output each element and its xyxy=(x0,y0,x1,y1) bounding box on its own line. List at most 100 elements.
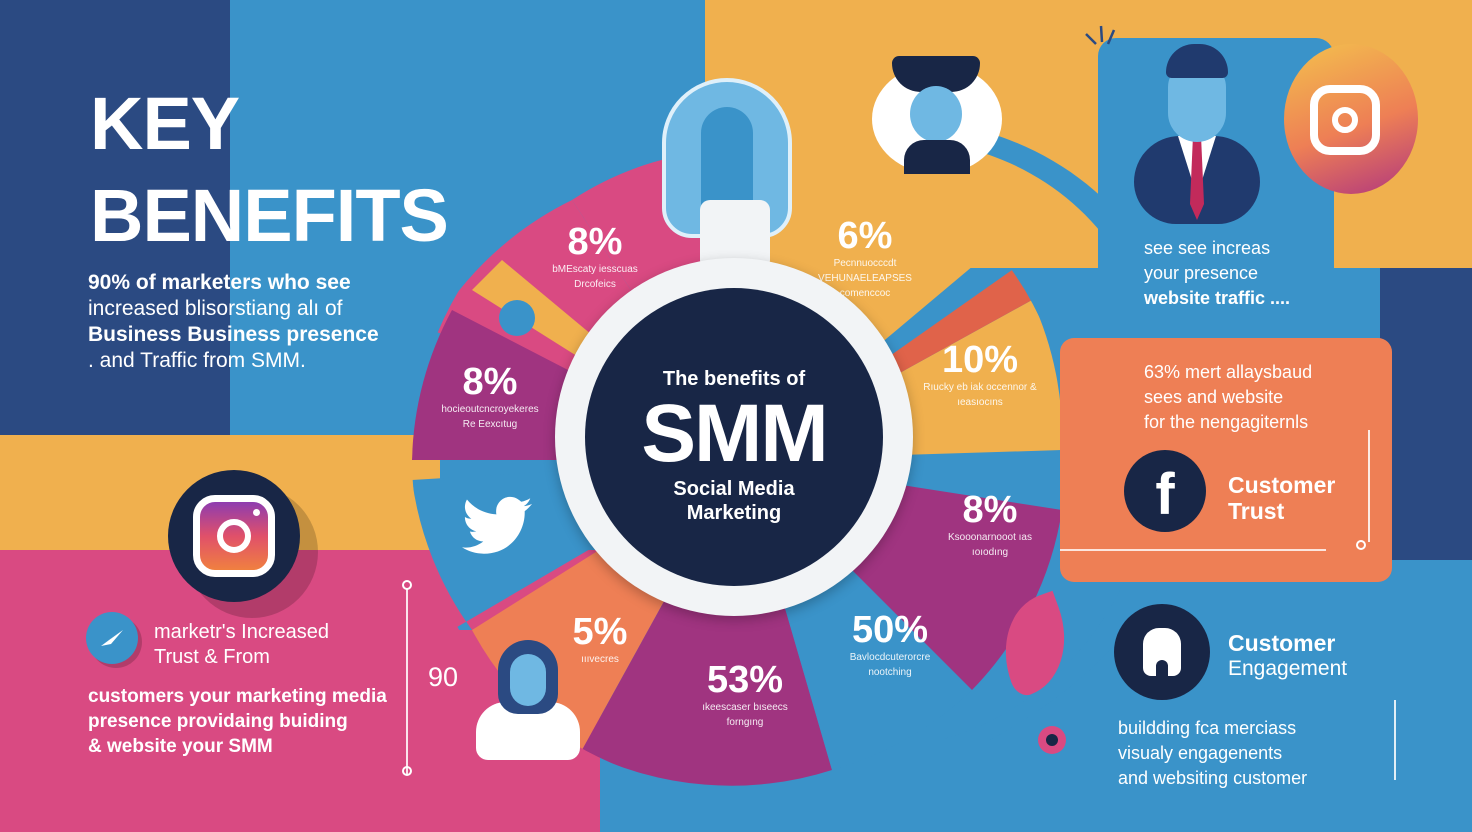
text-line: 63% mert allaysbaud xyxy=(1144,362,1313,382)
divider-line xyxy=(1394,700,1396,780)
center-sub-2: Marketing xyxy=(686,502,782,524)
avatar-man xyxy=(872,56,1002,174)
blue-swoosh xyxy=(900,120,1200,740)
segment-pct: 6% xyxy=(837,215,893,257)
text-line: visualy engagenents xyxy=(1118,743,1283,763)
segment-desc: Ksooonarnooot ıas xyxy=(948,532,1032,543)
instagram-glyph xyxy=(193,495,275,577)
segment-desc: comenccoc xyxy=(839,288,891,299)
intro-line-2: increased blisorstiang alı of xyxy=(88,297,343,320)
side-number: 90 xyxy=(428,662,459,692)
segment-pct: 50% xyxy=(851,609,929,651)
heading-line: Engagement xyxy=(1228,657,1348,680)
avatar-woman xyxy=(476,640,580,760)
center-sub-1: Social Media xyxy=(673,478,795,500)
facebook-glyph: f xyxy=(1155,461,1175,527)
text-line: and websiting customer xyxy=(1118,768,1308,788)
segment-label: 53% ıkeescaser bıseecs forngıng xyxy=(680,660,810,730)
telegram-icon xyxy=(86,612,138,664)
segment-pct: 10% xyxy=(941,339,1019,381)
text-line: marketr's Increased xyxy=(154,621,329,643)
engagement-heading: Customer Engagement xyxy=(1228,630,1347,682)
title-line-2: BENEFITS xyxy=(90,174,449,257)
bg-block-navy xyxy=(0,0,230,435)
trust-card-text: 63% mert allaysbaud sees and website for… xyxy=(1144,360,1312,435)
traffic-card-text: see see increas your presence website tr… xyxy=(1144,236,1290,311)
segment-desc: Drcofeics xyxy=(574,279,616,290)
text-line: for the nengagiternls xyxy=(1144,412,1309,432)
bg-block-navy-right xyxy=(1380,268,1472,598)
divider-dot xyxy=(402,766,412,776)
segment-pct: 8% xyxy=(462,361,518,403)
intro-line-4: . and Traffic from SMM. xyxy=(88,349,306,372)
text-line: see see increas xyxy=(1144,238,1271,258)
divider-dot xyxy=(402,580,412,590)
intro-text: 90% of marketers who see increased bliso… xyxy=(88,270,428,374)
avatar-figure xyxy=(701,107,753,217)
segment-label: 8% Ksooonarnooot ıas ıoıodıng xyxy=(925,490,1055,560)
left-bottom-heading: marketr's Increased Trust & From xyxy=(154,620,329,670)
engagement-text: buildding fca merciass visualy engagenen… xyxy=(1118,716,1307,791)
text-line: presence providaing buiding xyxy=(88,711,348,732)
center-smm: SMM xyxy=(641,388,828,479)
sparkle-icon xyxy=(1085,25,1116,45)
divider-line xyxy=(1060,549,1326,551)
text-line: Trust & From xyxy=(154,646,270,668)
center-title: The benefits of SMM Social Media Marketi… xyxy=(585,288,883,586)
hair xyxy=(1166,44,1228,78)
segment-desc: bMEscaty iesscuas xyxy=(552,264,638,275)
segment-label: 8% bMEscaty iesscuas Drcofeics xyxy=(530,222,660,292)
bg-block-blue-bottom xyxy=(1000,560,1472,832)
segment-desc: Pecnnuocccdt xyxy=(833,258,897,269)
segment-label: 5% ıııvecres xyxy=(560,612,640,667)
segment-desc: hocieoutcncroyekeres xyxy=(441,404,539,415)
body xyxy=(904,140,970,174)
text-line: customers your marketing media xyxy=(88,686,387,707)
divider-line xyxy=(1368,430,1370,542)
segment-desc: Rıucky eb iak occennor & xyxy=(923,382,1037,393)
text-line: sees and website xyxy=(1144,387,1284,407)
page-title: KEY BENEFITS xyxy=(90,78,449,262)
glyph-cutout xyxy=(1156,660,1168,676)
segment-pct: 53% xyxy=(706,659,784,701)
instagram-lens xyxy=(217,519,251,553)
heading-line: Customer xyxy=(1228,472,1336,498)
center-subtitle: The benefits of xyxy=(662,368,806,390)
heading-line: Trust xyxy=(1228,498,1285,524)
segment-desc: ıoıodıng xyxy=(971,547,1009,558)
instagram-lens xyxy=(1332,107,1358,133)
customer-trust-card xyxy=(1060,338,1392,582)
intro-line-3: Business Business presence xyxy=(88,323,379,346)
segment-desc: VEHUNAELEAPSES xyxy=(818,273,912,284)
people-icon xyxy=(1114,604,1210,700)
segment-label: 10% Rıucky eb iak occennor & ıeasıocıns xyxy=(900,340,1060,410)
face xyxy=(910,86,962,142)
text-line: website traffic .... xyxy=(1144,288,1291,308)
segment-label: 8% hocieoutcncroyekeres Re Eexcıtug xyxy=(425,362,555,432)
tie xyxy=(1190,140,1204,220)
badge-icon xyxy=(1038,726,1066,754)
segment-desc: nootching xyxy=(868,667,912,678)
left-bottom-body: customers your marketing media presence … xyxy=(88,684,387,759)
avatar-businessman xyxy=(1134,40,1260,224)
people-glyph xyxy=(1143,628,1181,676)
segment-pct: 5% xyxy=(572,611,628,653)
facebook-icon: f xyxy=(1124,450,1206,532)
segment-desc: Bavlocdcuterorcre xyxy=(849,652,931,663)
intro-line-1: 90% of marketers who see xyxy=(88,271,351,294)
face xyxy=(510,654,546,706)
instagram-icon xyxy=(168,470,300,602)
segment-desc: Re Eexcıtug xyxy=(462,419,518,430)
instagram-dot xyxy=(253,509,260,516)
segment-desc: ıııvecres xyxy=(581,654,619,665)
text-line: your presence xyxy=(1144,263,1259,283)
segment-label: 6% Pecnnuocccdt VEHUNAELEAPSES comenccoc xyxy=(800,216,930,301)
badge-center xyxy=(1046,734,1058,746)
title-line-1: KEY xyxy=(90,82,240,165)
text-line: & website your SMM xyxy=(88,736,273,757)
segment-desc: ıkeescaser bıseecs xyxy=(702,702,788,713)
segment-pct: 8% xyxy=(962,489,1018,531)
text-line: buildding fca merciass xyxy=(1118,718,1297,738)
segment-desc: forngıng xyxy=(726,717,764,728)
trust-heading: Customer Trust xyxy=(1228,472,1335,524)
